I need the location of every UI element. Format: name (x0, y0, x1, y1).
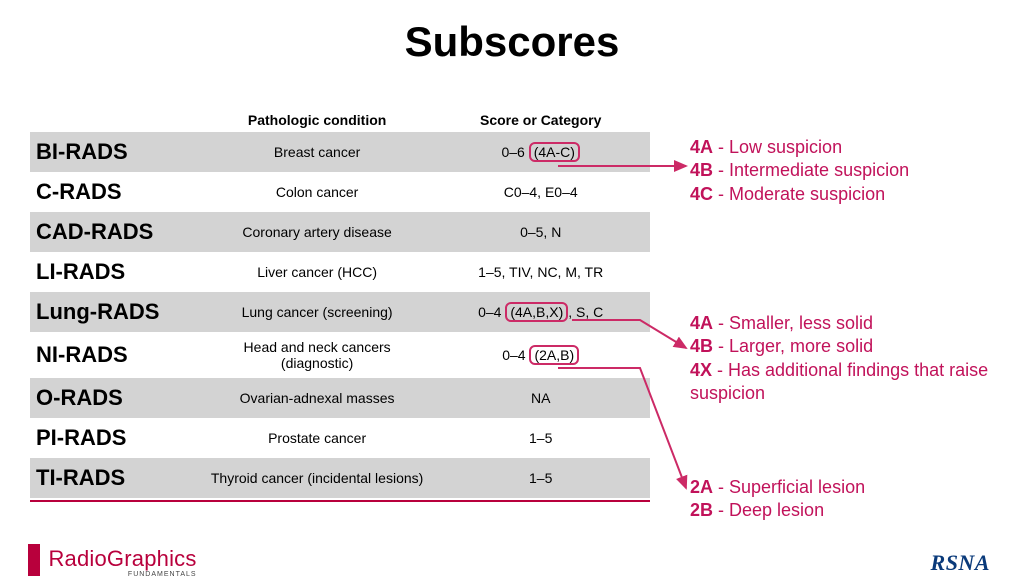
annotation-lungrads: 4A - Smaller, less solid 4B - Larger, mo… (690, 312, 1010, 406)
header-condition: Pathologic condition (203, 108, 432, 132)
condition-cell: Head and neck cancers (diagnostic) (203, 332, 432, 378)
table-row: O-RADS Ovarian-adnexal masses NA (30, 378, 650, 418)
anno-code: 4C (690, 184, 713, 204)
condition-cell: Ovarian-adnexal masses (203, 378, 432, 418)
table-row: Lung-RADS Lung cancer (screening) 0–4 (4… (30, 292, 650, 332)
anno-text: - Intermediate suspicion (713, 160, 909, 180)
score-callout-birads: (4A-C) (529, 142, 580, 163)
annotation-birads: 4A - Low suspicion 4B - Intermediate sus… (690, 136, 1000, 206)
system-cell: C-RADS (30, 172, 203, 212)
radiographics-logo: RadioGraphics FUNDAMENTALS (28, 544, 197, 576)
table-bottom-rule (30, 500, 650, 502)
logo-main-text: RadioGraphics (48, 546, 196, 571)
anno-text: - Deep lesion (713, 500, 824, 520)
condition-cell: Thyroid cancer (incidental lesions) (203, 458, 432, 498)
condition-cell: Lung cancer (screening) (203, 292, 432, 332)
header-score: Score or Category (431, 108, 650, 132)
score-cell: 0–5, N (431, 212, 650, 252)
anno-code: 4X (690, 360, 712, 380)
score-callout-lungrads: (4A,B,X) (505, 302, 568, 323)
system-cell: CAD-RADS (30, 212, 203, 252)
condition-cell: Coronary artery disease (203, 212, 432, 252)
anno-text: - Has additional findings that raise sus… (690, 360, 988, 403)
system-cell: NI-RADS (30, 332, 203, 378)
score-cell: 1–5 (431, 418, 650, 458)
anno-text: - Larger, more solid (713, 336, 873, 356)
anno-code: 4B (690, 160, 713, 180)
table-row: BI-RADS Breast cancer 0–6 (4A-C) (30, 132, 650, 172)
system-cell: O-RADS (30, 378, 203, 418)
table-row: C-RADS Colon cancer C0–4, E0–4 (30, 172, 650, 212)
table-row: NI-RADS Head and neck cancers (diagnosti… (30, 332, 650, 378)
system-cell: BI-RADS (30, 132, 203, 172)
anno-code: 2A (690, 477, 713, 497)
score-callout-nirads: (2A,B) (529, 345, 579, 366)
condition-cell: Prostate cancer (203, 418, 432, 458)
system-cell: PI-RADS (30, 418, 203, 458)
score-pre: 0–4 (478, 304, 505, 320)
condition-cell: Liver cancer (HCC) (203, 252, 432, 292)
score-cell: 1–5 (431, 458, 650, 498)
slide-title: Subscores (0, 18, 1024, 66)
score-cell: 1–5, TIV, NC, M, TR (431, 252, 650, 292)
anno-code: 4B (690, 336, 713, 356)
anno-code: 4A (690, 313, 713, 333)
header-blank (30, 108, 203, 132)
table-row: TI-RADS Thyroid cancer (incidental lesio… (30, 458, 650, 498)
rsna-logo: RSNA (931, 550, 990, 576)
score-post: , S, C (568, 304, 603, 320)
logo-bar-icon (28, 544, 40, 576)
score-cell: NA (431, 378, 650, 418)
condition-cell: Colon cancer (203, 172, 432, 212)
table-row: PI-RADS Prostate cancer 1–5 (30, 418, 650, 458)
table-row: LI-RADS Liver cancer (HCC) 1–5, TIV, NC,… (30, 252, 650, 292)
score-cell: 0–4 (4A,B,X), S, C (431, 292, 650, 332)
rads-table-wrap: Pathologic condition Score or Category B… (30, 108, 650, 502)
system-cell: TI-RADS (30, 458, 203, 498)
score-cell: 0–6 (4A-C) (431, 132, 650, 172)
anno-code: 2B (690, 500, 713, 520)
rads-table: Pathologic condition Score or Category B… (30, 108, 650, 498)
score-pre: 0–4 (502, 347, 529, 363)
system-cell: LI-RADS (30, 252, 203, 292)
condition-cell: Breast cancer (203, 132, 432, 172)
score-pre: 0–6 (501, 144, 528, 160)
logo-sub-text: FUNDAMENTALS (48, 571, 196, 576)
anno-text: - Smaller, less solid (713, 313, 873, 333)
table-row: CAD-RADS Coronary artery disease 0–5, N (30, 212, 650, 252)
system-cell: Lung-RADS (30, 292, 203, 332)
annotation-nirads: 2A - Superficial lesion 2B - Deep lesion (690, 476, 1000, 523)
score-cell: 0–4 (2A,B) (431, 332, 650, 378)
score-cell: C0–4, E0–4 (431, 172, 650, 212)
anno-text: - Moderate suspicion (713, 184, 885, 204)
anno-text: - Low suspicion (713, 137, 842, 157)
anno-code: 4A (690, 137, 713, 157)
anno-text: - Superficial lesion (713, 477, 865, 497)
